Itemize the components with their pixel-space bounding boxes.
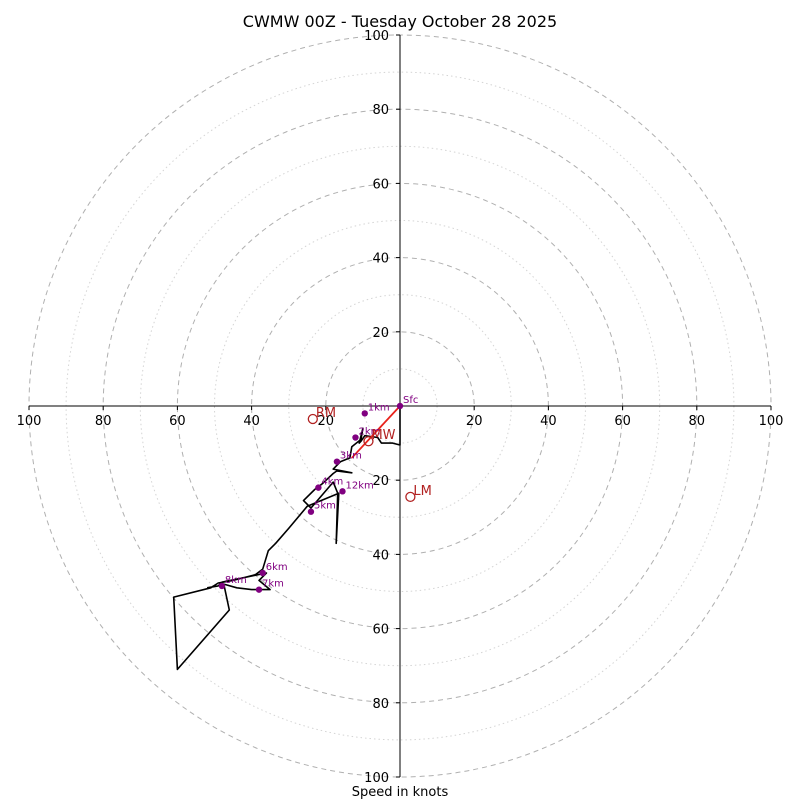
y-tick-label: 60 — [372, 623, 389, 638]
y-tick-label: 80 — [372, 103, 389, 118]
tick-labels: 100 80 60 40 20 20 40 60 80 100 100 80 60 40 20 20 40 60 8… — [17, 29, 784, 786]
storm-motion-marker-mw — [363, 436, 374, 447]
bulk-shear-vector — [351, 405, 401, 459]
height-label-8km: 8km — [225, 575, 247, 586]
y-tick-label: 100 — [364, 771, 389, 786]
height-label-2km: 2km — [358, 427, 380, 438]
hodograph-trace — [172, 406, 401, 671]
shear-vector-group — [351, 405, 401, 459]
height-dot-sfc — [396, 402, 404, 410]
height-dot-8km — [218, 582, 226, 590]
storm-motion-marker-lm — [405, 491, 416, 503]
storm-motion-label-rm: RM — [316, 406, 336, 421]
height-dot-1km — [361, 410, 368, 417]
y-tick-label: 60 — [372, 177, 389, 192]
y-tick-label: 20 — [372, 474, 389, 489]
height-dot-5km — [307, 508, 315, 515]
height-dot-7km — [255, 586, 263, 593]
storm-motion-markers: RM MW LM — [307, 406, 432, 503]
height-label-6km: 6km — [266, 562, 288, 573]
y-tick-label: 40 — [372, 252, 389, 267]
height-label-12km: 12km — [345, 480, 373, 491]
x-tick-label: 80 — [689, 414, 706, 429]
y-tick-label: 100 — [364, 29, 389, 44]
height-label-4km: 4km — [321, 477, 343, 488]
height-dot-4km — [315, 484, 322, 491]
x-tick-label: 100 — [17, 414, 42, 429]
storm-motion-marker-rm — [307, 413, 318, 425]
storm-motion-label-mw: MW — [371, 428, 395, 443]
chart-title: CWMW 00Z - Tuesday October 28 2025 — [243, 12, 557, 31]
height-label-5km: 5km — [314, 501, 336, 512]
height-markers: Sfc 1km 2km 3km 4km 5km 6km 7km 8km 12km — [218, 395, 418, 593]
height-dot-2km — [352, 434, 359, 441]
height-dot-6km — [259, 569, 266, 577]
x-tick-label: 60 — [614, 414, 631, 429]
y-tick-label: 40 — [372, 548, 389, 563]
x-tick-label: 60 — [169, 414, 186, 429]
x-tick-label: 40 — [243, 414, 260, 429]
height-label-3km: 3km — [340, 451, 362, 462]
hodograph-trace-group — [172, 406, 401, 671]
x-tick-label: 40 — [540, 414, 557, 429]
height-dot-12km — [339, 488, 346, 495]
x-tick-label: 80 — [95, 414, 112, 429]
x-axis-label: Speed in knots — [352, 785, 449, 800]
x-tick-label: 20 — [466, 414, 483, 429]
x-tick-label: 100 — [759, 414, 784, 429]
height-dot-3km — [333, 458, 341, 465]
x-tick-label: 20 — [318, 414, 335, 429]
storm-motion-label-lm: LM — [413, 484, 431, 499]
y-tick-label: 80 — [372, 697, 389, 712]
height-label-sfc: Sfc — [403, 395, 418, 406]
height-label-1km: 1km — [368, 402, 390, 413]
y-tick-label: 20 — [372, 326, 389, 341]
height-label-7km: 7km — [262, 579, 284, 590]
